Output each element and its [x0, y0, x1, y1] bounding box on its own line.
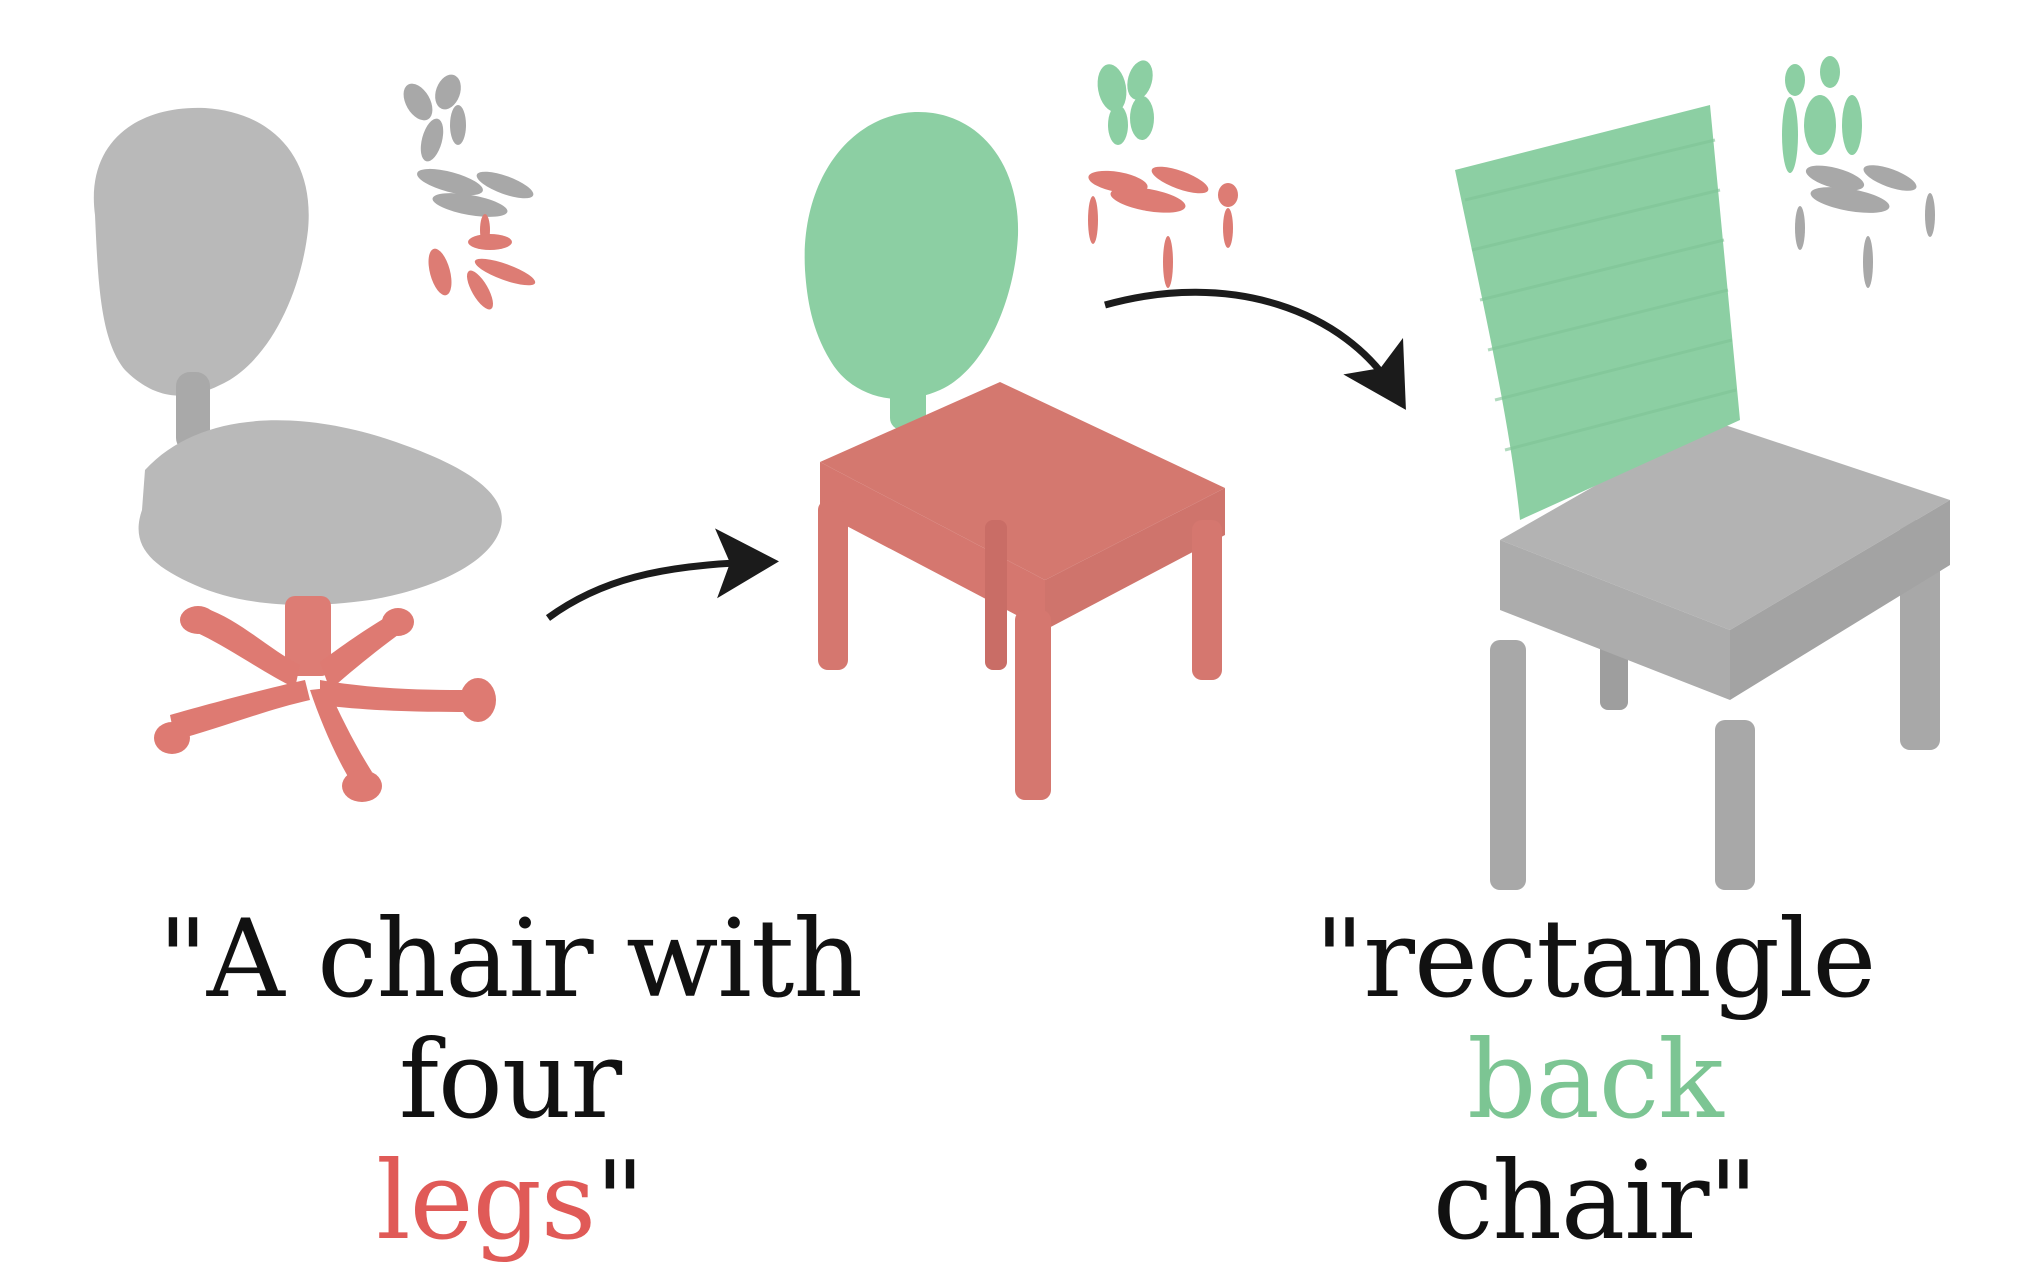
caption-right-line1: "rectangle back	[1200, 897, 1990, 1143]
caption-right: "rectangle back chair"	[1200, 897, 1990, 1264]
rectangle-back-chair-back	[1455, 105, 1740, 520]
four-leg-chair-legs	[818, 500, 1222, 800]
rectangle-back-chair-seat	[1500, 420, 1950, 630]
chair-illustration	[93, 56, 1950, 890]
rectangle-back-chair-legs	[1490, 520, 1940, 890]
caption-right-highlight: back	[1467, 1017, 1723, 1143]
caption-right-line1-start: "rectangle	[1314, 897, 1877, 1022]
caption-right-line2: chair"	[1432, 1138, 1758, 1264]
rectangle-back-chair	[1455, 56, 1950, 890]
gaussian-blob-icon	[1782, 56, 1935, 288]
caption-left-line1: "A chair with four	[158, 897, 863, 1143]
office-chair-post	[176, 372, 210, 452]
caption-left: "A chair with four legs"	[40, 897, 980, 1264]
four-leg-chair-back	[804, 111, 1019, 399]
office-chair-gas-lift	[285, 596, 331, 676]
office-chair-base	[154, 606, 496, 802]
caption-left-line2-end: "	[595, 1138, 645, 1264]
office-chair-back	[93, 107, 309, 396]
gaussian-blob-icon	[403, 74, 536, 310]
four-leg-chair-post	[890, 370, 926, 430]
office-chair-seat	[138, 420, 502, 605]
four-leg-chair	[804, 60, 1238, 800]
office-chair	[93, 74, 536, 802]
curved-arrow-icon	[1104, 288, 1406, 410]
figure: "A chair with four legs" "rectangle back…	[93, 56, 1950, 1262]
curved-arrow-icon	[545, 528, 779, 621]
caption-left-line2: legs"	[40, 1138, 980, 1264]
gaussian-blob-icon	[1088, 60, 1238, 288]
four-leg-chair-seat	[820, 382, 1225, 580]
caption-left-highlight: legs	[376, 1138, 596, 1264]
